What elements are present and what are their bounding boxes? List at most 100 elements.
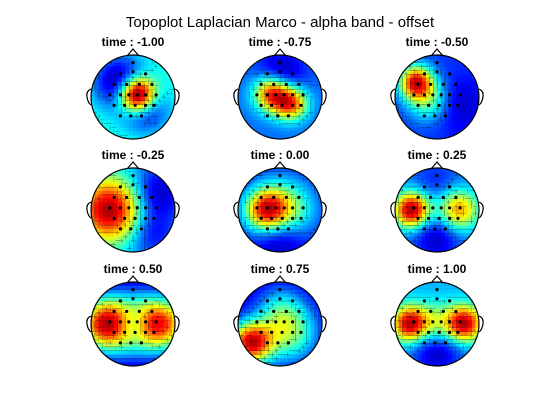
heat-cell (283, 217, 289, 223)
heat-cell (133, 343, 138, 348)
heat-cell (433, 171, 438, 177)
heat-cell (302, 62, 308, 68)
heat-cell (272, 236, 277, 242)
electrode-dot (435, 288, 439, 292)
heat-cell (163, 354, 168, 359)
heat-cell (433, 100, 438, 106)
heat-cell (125, 100, 130, 106)
heat-cell (291, 358, 296, 363)
heat-cell (113, 210, 119, 215)
heat-cell (268, 320, 273, 325)
heat-cell (276, 327, 281, 333)
heat-cell (140, 62, 146, 68)
heat-cell (467, 104, 472, 110)
contour-line (402, 312, 474, 334)
heat-cell (268, 362, 273, 366)
heat-cell (125, 175, 130, 181)
heat-cell (113, 131, 119, 136)
heat-cell (249, 327, 254, 333)
heat-cell (241, 100, 247, 106)
heat-cell (310, 210, 315, 215)
heat-cell (260, 293, 266, 298)
heat-cell (129, 108, 134, 113)
heat-cell (133, 97, 138, 102)
heat-cell (421, 116, 427, 121)
heat-cell (155, 119, 161, 125)
heat-cell (452, 108, 457, 113)
heat-cell (171, 179, 175, 184)
heat-cell (253, 354, 258, 359)
heat-cell (291, 210, 296, 215)
heat-cell (467, 108, 472, 113)
heat-cell (417, 324, 423, 329)
heat-cell (295, 198, 300, 203)
heat-cell (110, 66, 115, 71)
heat-cell (167, 104, 172, 110)
heat-cell (121, 236, 126, 242)
heat-cell (410, 236, 415, 242)
heat-cell (433, 179, 438, 184)
heat-cell (125, 343, 130, 348)
heat-cell (106, 77, 111, 83)
heat-cell (253, 213, 258, 219)
heat-cell (425, 190, 430, 196)
heat-cell (163, 70, 168, 75)
heat-cell (456, 179, 461, 184)
heat-cell (417, 123, 423, 129)
heat-cell (318, 213, 322, 219)
heat-cell (433, 282, 438, 287)
heat-cell (306, 244, 312, 249)
heat-cell (440, 171, 446, 177)
heat-cell (467, 116, 472, 121)
heat-cell (475, 198, 479, 203)
heat-cell (280, 343, 285, 348)
heat-cell (249, 304, 254, 310)
heat-cell (291, 183, 296, 188)
heat-cell (163, 183, 168, 188)
heat-cell (280, 119, 285, 125)
heat-cell (152, 213, 157, 219)
heat-cell (280, 346, 285, 352)
heat-cell (129, 331, 134, 337)
heat-cell (299, 198, 304, 203)
heat-cell (467, 85, 472, 90)
heat-cell (144, 316, 149, 321)
heat-cell (260, 175, 266, 181)
heat-cell (125, 183, 130, 188)
electrode-dot (133, 216, 137, 220)
heat-cell (159, 362, 165, 366)
heat-cell (433, 335, 438, 340)
heat-cell (257, 335, 262, 340)
heat-cell (410, 335, 415, 340)
heat-cell (283, 171, 289, 177)
heat-cell (159, 112, 165, 117)
heat-cell (310, 77, 315, 83)
electrode-dot (456, 216, 460, 220)
heat-cell (94, 327, 100, 333)
heat-cell (280, 179, 285, 184)
heat-cell (440, 354, 446, 359)
heat-cell (148, 190, 153, 196)
heat-cell (276, 213, 281, 219)
heat-cell (410, 316, 415, 321)
heat-cell (152, 350, 157, 356)
heat-cell (402, 175, 408, 181)
heat-cell (159, 343, 165, 348)
heat-cell (437, 240, 442, 245)
heat-cell (306, 293, 312, 298)
heat-cell (144, 346, 149, 352)
heat-cell (456, 190, 461, 196)
electrode-dot (265, 206, 269, 210)
heat-cell (414, 221, 419, 226)
heat-cell (272, 58, 277, 64)
heat-cell (163, 240, 168, 245)
electrode-dot (439, 206, 443, 210)
heat-cell (167, 171, 172, 177)
heat-cell (268, 225, 273, 230)
heat-cell (456, 362, 461, 366)
heat-cell (245, 70, 251, 75)
heat-cell (402, 210, 408, 215)
heat-cell (414, 183, 419, 188)
electrode-dot (135, 93, 139, 97)
heat-cell (414, 240, 419, 245)
